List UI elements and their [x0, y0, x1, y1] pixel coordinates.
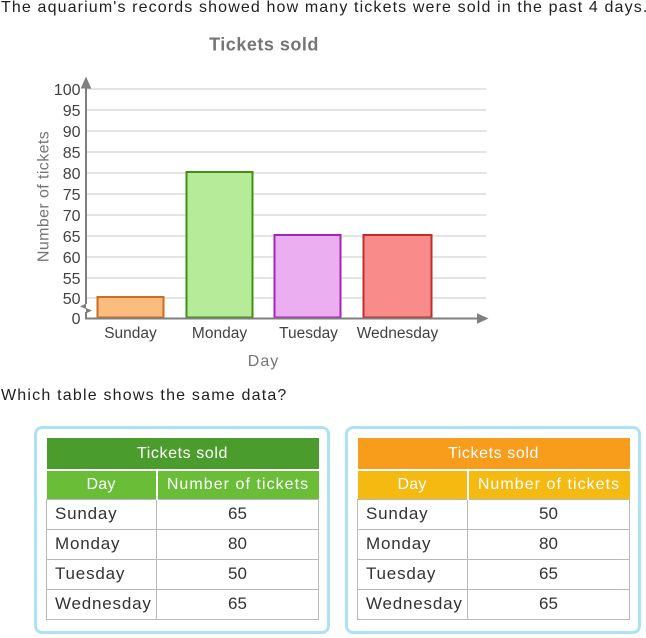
svg-text:Number of tickets: Number of tickets [36, 131, 53, 262]
svg-text:Tuesday: Tuesday [279, 325, 338, 342]
svg-text:55: 55 [63, 271, 81, 288]
svg-text:Monday: Monday [192, 325, 247, 342]
svg-text:Wednesday: Wednesday [357, 325, 439, 342]
svg-text:Tickets sold: Tickets sold [209, 35, 319, 55]
svg-text:65: 65 [63, 229, 81, 246]
svg-text:70: 70 [63, 208, 81, 225]
svg-text:50: 50 [63, 291, 81, 308]
svg-text:80: 80 [63, 166, 81, 183]
svg-text:85: 85 [63, 145, 81, 162]
svg-text:Sunday: Sunday [104, 325, 157, 342]
svg-text:75: 75 [63, 187, 81, 204]
svg-text:60: 60 [63, 250, 81, 267]
svg-text:100: 100 [54, 82, 81, 99]
svg-text:90: 90 [63, 124, 81, 141]
svg-text:Day: Day [248, 353, 279, 370]
svg-text:0: 0 [72, 311, 81, 328]
svg-text:95: 95 [63, 103, 81, 120]
